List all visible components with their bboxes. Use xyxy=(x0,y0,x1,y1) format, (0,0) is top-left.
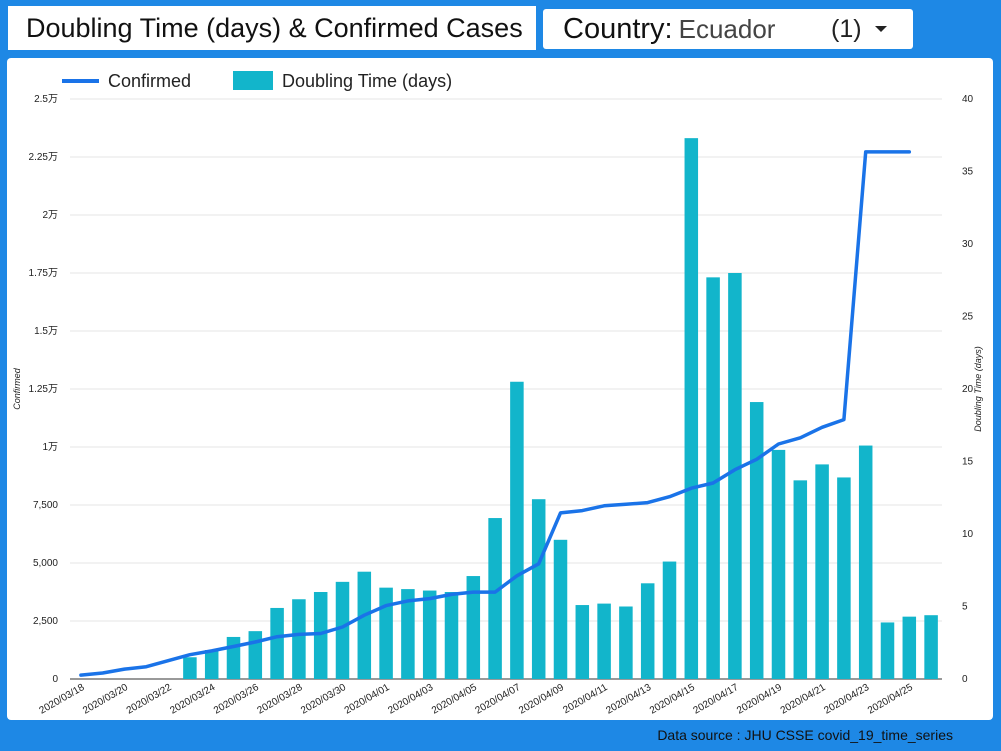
doubling-time-bar xyxy=(422,590,437,679)
y-left-tick-label: 1.75万 xyxy=(29,268,58,279)
x-tick-label: 2020/04/07 xyxy=(474,682,523,717)
y-right-tick-label: 10 xyxy=(962,529,974,540)
y-right-tick-label: 30 xyxy=(962,239,974,250)
combo-chart: 0 2,500 5,000 7,500 1万 1.25万 1.5万 1.75万 2万 2.25万 2… xyxy=(12,71,983,717)
doubling-time-bar xyxy=(597,603,611,679)
y-right-tick-label: 5 xyxy=(962,602,968,613)
x-tick-label: 2020/04/11 xyxy=(561,682,610,716)
doubling-time-bar xyxy=(771,449,786,679)
doubling-time-bar xyxy=(226,636,241,679)
doubling-time-bar xyxy=(684,138,699,679)
legend-doubling-swatch xyxy=(233,71,273,90)
y-left-tick-label: 2万 xyxy=(42,210,58,221)
country-filter-separator: : xyxy=(664,13,673,45)
chart-panel: 0 2,500 5,000 7,500 1万 1.25万 1.5万 1.75万 2万 2.25万 2… xyxy=(7,58,993,720)
doubling-time-bar xyxy=(444,592,459,679)
doubling-time-bar xyxy=(640,583,655,679)
doubling-time-bar xyxy=(749,402,764,679)
doubling-time-bar xyxy=(531,499,546,679)
country-filter-count: (1) xyxy=(831,15,862,43)
x-tick-label: 2020/03/30 xyxy=(299,682,348,717)
y-left-tick-label: 0 xyxy=(52,674,58,685)
doubling-time-bar xyxy=(313,592,328,679)
x-tick-label: 2020/04/09 xyxy=(517,682,566,717)
x-tick-label: 2020/03/20 xyxy=(81,682,130,717)
doubling-time-bar xyxy=(924,615,938,679)
y-left-axis-title: Confirmed xyxy=(12,367,22,410)
doubling-time-bar xyxy=(292,599,306,679)
doubling-time-bar xyxy=(619,606,633,679)
doubling-time-bar xyxy=(902,616,917,679)
doubling-time-bar xyxy=(706,277,720,679)
doubling-time-bar xyxy=(510,381,524,679)
doubling-time-bar xyxy=(880,622,895,679)
chart-title: Doubling Time (days) & Confirmed Cases xyxy=(8,6,536,50)
y-right-tick-label: 15 xyxy=(962,457,974,468)
y-left-tick-label: 2.5万 xyxy=(34,94,58,105)
doubling-time-bar xyxy=(248,631,263,679)
legend-confirmed-label: Confirmed xyxy=(108,71,191,91)
x-tick-label: 2020/04/25 xyxy=(866,682,915,717)
x-tick-label: 2020/04/15 xyxy=(648,682,697,717)
doubling-time-bar xyxy=(357,571,372,679)
data-source-note: Data source : JHU CSSE covid_19_time_ser… xyxy=(657,727,953,743)
doubling-time-bar xyxy=(837,477,851,679)
y-left-tick-label: 5,000 xyxy=(33,558,58,569)
y-left-tick-label: 1万 xyxy=(42,442,58,453)
doubling-time-bar xyxy=(488,518,502,679)
doubling-time-bar xyxy=(379,587,393,679)
y-left-tick-label: 1.5万 xyxy=(34,326,58,337)
y-right-tick-label: 20 xyxy=(962,384,974,395)
doubling-time-bar xyxy=(575,605,590,679)
y-right-tick-label: 35 xyxy=(962,167,974,178)
x-tick-label: 2020/04/01 xyxy=(343,682,392,717)
country-filter-dropdown[interactable]: Country: Ecuador (1) xyxy=(543,9,913,49)
legend-doubling-label: Doubling Time (days) xyxy=(282,71,452,91)
country-filter-value: Ecuador xyxy=(678,14,776,44)
doubling-time-bar xyxy=(466,576,481,679)
doubling-time-bar xyxy=(662,561,677,679)
y-right-tick-label: 0 xyxy=(962,674,968,685)
x-tick-label: 2020/04/13 xyxy=(604,682,653,717)
x-tick-label: 2020/04/23 xyxy=(822,682,871,717)
doubling-time-bar xyxy=(815,464,829,679)
confirmed-line xyxy=(79,150,912,677)
x-tick-label: 2020/04/03 xyxy=(386,682,435,717)
y-right-axis-title: Doubling Time (days) xyxy=(973,346,983,431)
x-tick-label: 2020/03/28 xyxy=(256,682,305,717)
y-left-tick-label: 2,500 xyxy=(33,616,58,627)
y-left-tick-label: 1.25万 xyxy=(29,384,58,395)
doubling-time-bar xyxy=(335,581,350,679)
country-filter-label: Country xyxy=(563,13,665,45)
x-tick-label: 2020/03/22 xyxy=(125,682,174,717)
x-tick-label: 2020/04/21 xyxy=(779,682,828,717)
x-tick-label: 2020/04/05 xyxy=(430,682,479,717)
doubling-time-bar xyxy=(270,607,284,679)
x-tick-label: 2020/03/24 xyxy=(168,682,217,717)
y-right-tick-label: 25 xyxy=(962,312,974,323)
doubling-time-bar xyxy=(858,445,873,679)
doubling-time-bar xyxy=(401,589,415,679)
doubling-time-bar xyxy=(553,539,568,679)
x-tick-label: 2020/04/19 xyxy=(735,682,784,717)
y-right-tick-label: 40 xyxy=(962,94,974,105)
doubling-time-bar xyxy=(793,480,808,679)
x-tick-label: 2020/03/18 xyxy=(38,682,87,717)
chevron-down-icon[interactable] xyxy=(875,26,887,32)
doubling-time-bar xyxy=(728,273,742,679)
y-left-tick-label: 2.25万 xyxy=(29,152,58,163)
x-tick-label: 2020/03/26 xyxy=(212,682,261,717)
y-left-tick-label: 7,500 xyxy=(33,500,58,511)
doubling-time-bar xyxy=(204,650,219,679)
x-tick-label: 2020/04/17 xyxy=(692,682,741,717)
doubling-time-bar xyxy=(183,657,197,679)
